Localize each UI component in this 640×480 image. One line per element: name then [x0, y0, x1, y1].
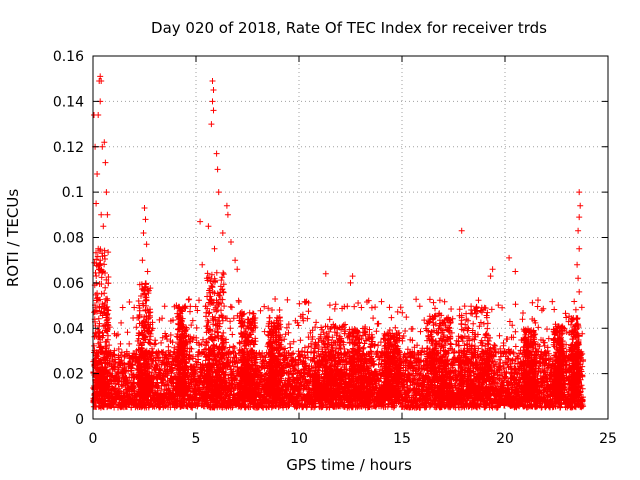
x-axis-label: GPS time / hours [286, 456, 412, 474]
x-tick-label: 5 [192, 431, 201, 447]
x-tick-label: 0 [89, 431, 98, 447]
chart-title: Day 020 of 2018, Rate Of TEC Index for r… [151, 19, 547, 37]
axis-ticks [92, 55, 609, 420]
x-tick-label: 15 [393, 431, 411, 447]
y-tick-label: 0 [75, 412, 84, 428]
x-tick-label: 10 [290, 431, 308, 447]
x-tick-label: 20 [496, 431, 514, 447]
y-tick-label: 0.16 [53, 49, 84, 65]
y-tick-label: 0.08 [53, 231, 84, 247]
y-axis-label: ROTI / TECUs [4, 189, 22, 287]
x-tick-labels: 0 5 10 15 20 25 [89, 431, 617, 447]
y-tick-label: 0.02 [53, 367, 84, 383]
y-tick-labels: 0 0.02 0.04 0.06 0.08 0.1 0.12 0.14 0.16 [53, 49, 84, 428]
y-tick-label: 0.12 [53, 140, 84, 156]
y-tick-label: 0.04 [53, 321, 84, 337]
x-tick-label: 25 [599, 431, 617, 447]
y-tick-label: 0.1 [62, 185, 84, 201]
y-tick-label: 0.06 [53, 276, 84, 292]
y-tick-label: 0.14 [53, 94, 84, 110]
data-points [90, 73, 587, 411]
grid [93, 56, 608, 419]
roti-data-markers [90, 73, 587, 411]
